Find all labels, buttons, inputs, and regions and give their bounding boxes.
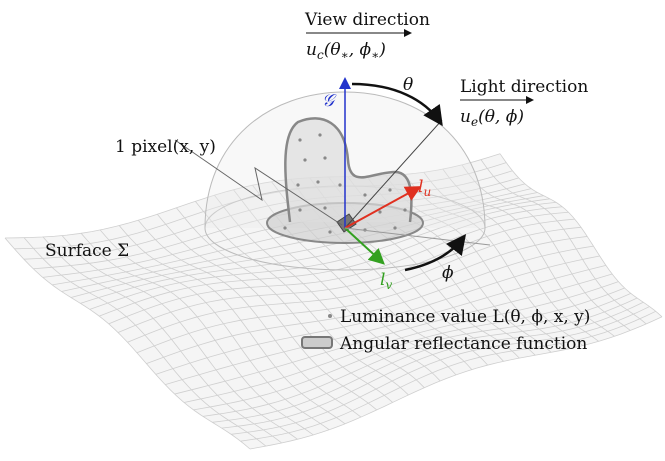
pixel-pointer bbox=[174, 139, 343, 226]
view-direction-label: View direction bbox=[304, 10, 430, 30]
mesh-line bbox=[165, 264, 607, 386]
g-axis-label: 𝒢 bbox=[322, 91, 337, 111]
mesh-line bbox=[442, 168, 615, 337]
mesh-line bbox=[221, 301, 644, 429]
reflectance-lobe bbox=[284, 117, 413, 223]
legend-box bbox=[301, 336, 333, 349]
mesh-line bbox=[423, 172, 599, 342]
mesh-line bbox=[499, 153, 663, 318]
phi-label: ϕ bbox=[442, 263, 454, 283]
mesh-line bbox=[240, 310, 656, 442]
light-direction-label: Light direction bbox=[460, 77, 588, 97]
legend-luminance: Luminance value L(θ, ϕ, x, y) bbox=[340, 307, 590, 327]
mesh-line bbox=[183, 281, 619, 403]
mesh-line bbox=[212, 297, 638, 423]
luminance-samples bbox=[283, 133, 407, 234]
mesh-line bbox=[146, 245, 594, 364]
mesh-line bbox=[193, 287, 625, 411]
mesh-line bbox=[480, 159, 647, 325]
mesh-line bbox=[5, 153, 662, 450]
mesh-line bbox=[249, 316, 663, 450]
surface-mesh bbox=[4, 153, 663, 450]
mesh-line bbox=[174, 273, 613, 395]
light-ray bbox=[344, 119, 443, 229]
lv-label: lv bbox=[380, 270, 392, 292]
mesh-line bbox=[231, 306, 650, 435]
mesh-line bbox=[155, 255, 600, 375]
pixel-label: 1 pixel(x, y) bbox=[115, 137, 216, 157]
legend-reflectance: Angular reflectance function bbox=[339, 334, 587, 354]
surface-label: Surface Σ bbox=[45, 241, 129, 261]
legend-dot bbox=[328, 314, 332, 318]
mesh-line bbox=[385, 175, 568, 350]
lu-axis bbox=[344, 186, 422, 229]
lu-label: lu bbox=[418, 177, 431, 199]
view-vector-label: uc(θ∗, ϕ∗) bbox=[306, 40, 386, 62]
theta-label: θ bbox=[403, 75, 413, 95]
lv-axis bbox=[344, 227, 385, 265]
phi-arc bbox=[404, 234, 467, 272]
mesh-line bbox=[461, 164, 631, 331]
mesh-line bbox=[4, 153, 501, 239]
theta-arc bbox=[351, 82, 443, 127]
light-vector-label: ue(θ, ϕ) bbox=[460, 107, 524, 129]
mesh-line bbox=[127, 226, 582, 343]
mesh-line bbox=[4, 237, 251, 450]
mesh-line bbox=[202, 293, 632, 417]
mesh-line bbox=[136, 236, 588, 354]
mesh-line bbox=[404, 174, 584, 346]
